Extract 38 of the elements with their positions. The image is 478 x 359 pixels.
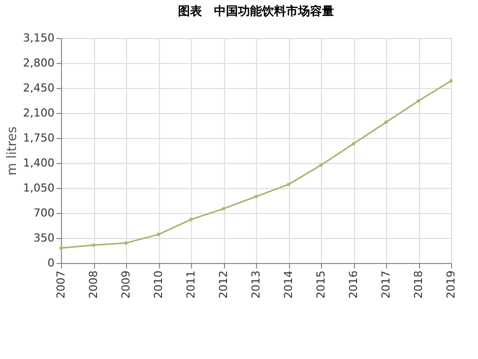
y-tick-label: 350 (34, 232, 54, 244)
point (222, 206, 226, 211)
y-tick-label: 700 (34, 206, 54, 220)
y-tick-label: 2,100 (23, 106, 54, 120)
point (416, 98, 420, 103)
y-axis-title: m litres (5, 126, 20, 176)
x-tick-label: 2013 (250, 270, 262, 298)
point (384, 120, 388, 124)
point (449, 78, 453, 83)
x-tick-label: 2018 (412, 270, 425, 298)
y-tick-label: 2,450 (23, 82, 54, 94)
point (156, 232, 160, 236)
point (189, 218, 193, 222)
x-tick-label: 2008 (87, 270, 100, 298)
y-tick-label: 1,750 (23, 132, 54, 144)
x-tick-label: 2009 (120, 270, 132, 298)
x-tick-label: 2014 (282, 270, 295, 298)
y-tick-label: 0 (48, 256, 54, 270)
x-tick-label: 2010 (152, 270, 165, 298)
point (92, 243, 96, 248)
point (319, 163, 323, 168)
y-tick-label: 3,150 (23, 32, 54, 44)
point (352, 142, 356, 146)
y-tick-label: 2,800 (23, 56, 54, 70)
point (124, 241, 128, 245)
chart-title: 图表 中国功能饮料市场容量 (178, 4, 334, 18)
x-tick-label: 2011 (184, 270, 198, 298)
x-tick-label: 2016 (347, 270, 360, 298)
x-tick-label: 2007 (54, 270, 68, 298)
x-tick-label: 2012 (217, 270, 230, 298)
point (286, 182, 290, 186)
point (59, 246, 63, 250)
point (254, 194, 258, 198)
y-tick-label: 1,050 (23, 182, 54, 194)
x-tick-label: 2019 (444, 270, 458, 298)
y-tick-label: 1,400 (23, 156, 54, 170)
x-tick-label: 2017 (380, 270, 392, 298)
x-tick-label: 2015 (314, 270, 328, 298)
